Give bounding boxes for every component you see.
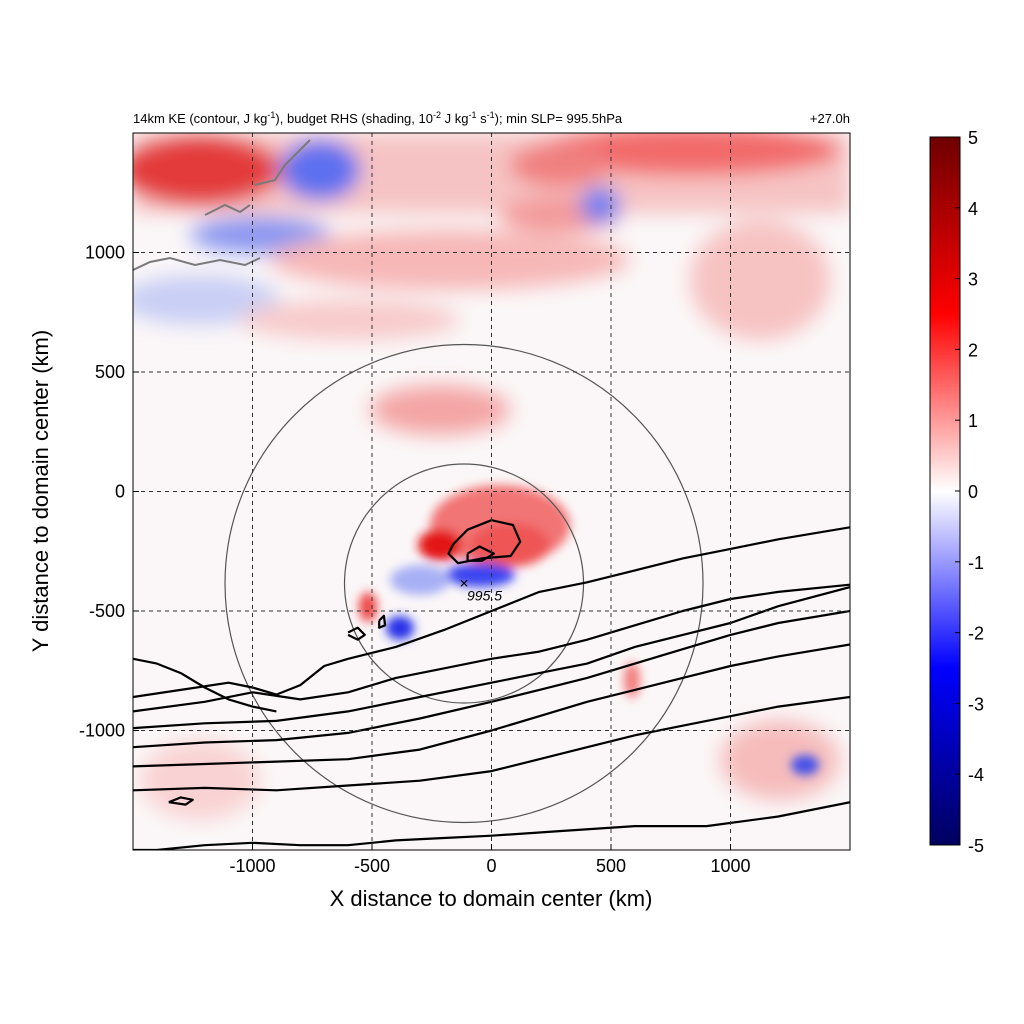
storm-marker: × 995.5 [459,576,502,604]
ke-contours [133,519,850,850]
x-tick-label: 500 [596,856,626,876]
ke-contour [466,545,495,562]
colorbar-tick-label: 3 [968,270,978,290]
coastline [133,139,311,271]
colorbar-tick-label: -2 [968,624,984,644]
x-ticks: -1000 -500 0 500 1000 [229,844,751,876]
colorbar-tick-label: -3 [968,694,984,714]
ke-contour [133,657,277,713]
x-tick-label: 1000 [710,856,750,876]
ke-contour [133,526,850,699]
x-tick-label: -1000 [229,856,275,876]
x-axis-label: X distance to domain center (km) [330,886,653,911]
storm-center-mark: × [459,576,468,593]
y-tick-label: 500 [95,362,125,382]
range-circle [224,343,704,824]
ke-contour [133,643,850,768]
ke-contour [447,519,522,565]
ke-contour [347,626,366,641]
min-slp-label: 995.5 [467,588,502,604]
colorbar-tick-label: 5 [968,128,978,148]
y-tick-label: 0 [115,482,125,502]
y-tick-label: -1000 [79,721,125,741]
y-tick-label: 1000 [85,243,125,263]
ke-contour [168,796,194,806]
ke-contour [133,695,850,792]
x-tick-label: -500 [354,856,390,876]
ke-contour [133,609,850,749]
ke-contour [378,614,387,629]
colorbar-tick-label: -5 [968,836,984,856]
colorbar-tick-label: -4 [968,765,984,785]
plot-area: × 995.5 [133,133,850,850]
colorbar-tick-label: 2 [968,340,978,360]
colorbar: 5 4 3 2 1 0 -1 -2 -3 -4 -5 [929,128,984,856]
x-tick-label: 0 [486,856,496,876]
y-ticks: 1000 500 0 -500 -1000 [79,243,139,741]
chart-title: 14km KE (contour, J kg-1), budget RHS (s… [133,110,623,126]
colorbar-tick-label: 1 [968,411,978,431]
time-label: +27.0h [810,111,850,126]
colorbar-ticks: 5 4 3 2 1 0 -1 -2 -3 -4 -5 [955,128,984,856]
colorbar-tick-label: 4 [968,199,978,219]
colorbar-tick-label: -1 [968,553,984,573]
y-tick-label: -500 [89,601,125,621]
ke-contour [133,801,850,850]
ke-contour [133,583,850,713]
colorbar-tick-label: 0 [968,482,978,502]
y-axis-label: Y distance to domain center (km) [28,330,53,652]
